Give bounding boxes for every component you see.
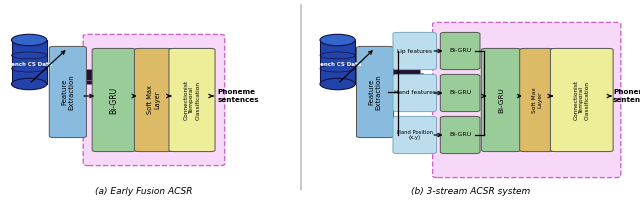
- FancyBboxPatch shape: [440, 116, 480, 154]
- FancyBboxPatch shape: [169, 48, 215, 152]
- Text: Lip features: Lip features: [397, 48, 432, 53]
- FancyBboxPatch shape: [134, 48, 173, 152]
- Ellipse shape: [320, 78, 355, 90]
- FancyBboxPatch shape: [520, 48, 554, 152]
- Text: (b) 3-stream ACSR system: (b) 3-stream ACSR system: [411, 187, 530, 196]
- Text: Soft Max
Layer: Soft Max Layer: [532, 87, 542, 113]
- Text: Bi-GRU: Bi-GRU: [109, 86, 118, 114]
- Bar: [320, 40, 355, 84]
- Text: Connectionist
Temporal
Classification: Connectionist Temporal Classification: [184, 80, 200, 120]
- Text: French CS Data: French CS Data: [5, 62, 53, 67]
- FancyBboxPatch shape: [63, 73, 114, 84]
- Ellipse shape: [12, 34, 47, 46]
- FancyBboxPatch shape: [60, 69, 111, 80]
- Text: Bi-GRU: Bi-GRU: [498, 87, 504, 113]
- FancyBboxPatch shape: [356, 46, 394, 138]
- FancyBboxPatch shape: [433, 22, 621, 178]
- FancyBboxPatch shape: [550, 48, 613, 152]
- FancyBboxPatch shape: [83, 34, 225, 166]
- Text: French CS Data: French CS Data: [314, 62, 362, 67]
- FancyBboxPatch shape: [393, 116, 436, 154]
- Text: Bi-GRU: Bi-GRU: [449, 48, 471, 53]
- FancyBboxPatch shape: [65, 77, 118, 88]
- FancyBboxPatch shape: [49, 46, 86, 138]
- FancyBboxPatch shape: [393, 32, 436, 70]
- Text: (a) Early Fusion ACSR: (a) Early Fusion ACSR: [95, 187, 193, 196]
- FancyBboxPatch shape: [440, 74, 480, 112]
- Text: Hand Position
(x,y): Hand Position (x,y): [397, 130, 433, 140]
- Ellipse shape: [320, 34, 355, 46]
- FancyBboxPatch shape: [440, 32, 480, 70]
- Text: Connectionist
Temporal
Classification: Connectionist Temporal Classification: [573, 80, 590, 120]
- FancyBboxPatch shape: [393, 74, 436, 112]
- Ellipse shape: [12, 78, 47, 90]
- FancyBboxPatch shape: [371, 73, 422, 84]
- Bar: [12, 40, 47, 84]
- FancyBboxPatch shape: [92, 48, 136, 152]
- FancyBboxPatch shape: [367, 69, 420, 80]
- FancyBboxPatch shape: [374, 77, 426, 88]
- Text: Bi-GRU: Bi-GRU: [449, 132, 471, 138]
- Text: Bi-GRU: Bi-GRU: [449, 90, 471, 96]
- Text: Feature
Extraction: Feature Extraction: [369, 74, 381, 110]
- Text: Feature
Extraction: Feature Extraction: [61, 74, 74, 110]
- Text: Phoneme
sentences: Phoneme sentences: [218, 90, 259, 102]
- FancyBboxPatch shape: [481, 48, 521, 152]
- Text: Soft Max
Layer: Soft Max Layer: [147, 86, 160, 114]
- Text: Phoneme
sentences: Phoneme sentences: [613, 90, 640, 102]
- Text: Hand features: Hand features: [394, 90, 436, 96]
